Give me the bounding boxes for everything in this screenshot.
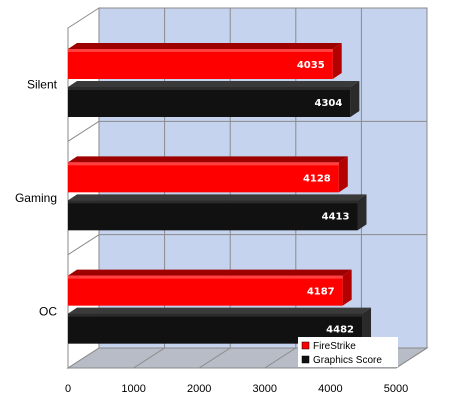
bar-highlight xyxy=(68,275,343,279)
data-label: 4187 xyxy=(307,287,335,298)
bars: 4035 4304 4128 4413 4187 4482 xyxy=(68,43,372,344)
category-separator xyxy=(67,234,100,256)
legend-box xyxy=(298,337,398,367)
y-category-label: Silent xyxy=(27,78,58,92)
bar-top-face xyxy=(68,307,372,314)
bar-top-face xyxy=(68,156,348,163)
x-tick-label: 4000 xyxy=(318,383,342,395)
bar-top-face xyxy=(68,194,367,201)
bar xyxy=(68,275,343,306)
gridline-floor xyxy=(133,347,165,369)
category-separator xyxy=(67,120,100,142)
x-tick-label: 5000 xyxy=(384,383,408,395)
bar-end-face xyxy=(332,43,342,79)
bar xyxy=(68,162,339,193)
y-category-label: Gaming xyxy=(15,191,57,205)
gridline-floor xyxy=(395,347,428,369)
axis-labels: 0 1000 2000 3000 4000 5000 Silent Gaming OC xyxy=(15,78,408,395)
bar-top-face xyxy=(68,269,352,276)
y-category-label: OC xyxy=(39,304,57,318)
data-label: 4413 xyxy=(322,211,350,222)
bar-end-face xyxy=(357,194,367,231)
bar-end-face xyxy=(350,81,360,117)
legend-swatch xyxy=(301,341,310,350)
x-tick-label: 2000 xyxy=(187,383,211,395)
bar-highlight xyxy=(68,87,351,90)
bar-top-face xyxy=(68,81,360,87)
data-label: 4128 xyxy=(303,173,331,184)
x-tick-label: 0 xyxy=(65,383,71,395)
bar-highlight xyxy=(68,200,358,204)
data-label: 4482 xyxy=(326,325,354,336)
bar-highlight xyxy=(68,313,363,317)
legend-label: Graphics Score xyxy=(313,355,382,366)
x-tick-label: 3000 xyxy=(253,383,277,395)
data-label: 4035 xyxy=(297,60,325,71)
data-label: 4304 xyxy=(314,98,342,109)
gridline-floor xyxy=(198,347,231,369)
bar-highlight xyxy=(68,162,339,166)
bar xyxy=(68,87,351,117)
bar-end-face xyxy=(342,269,352,306)
bar-top-face xyxy=(68,43,342,49)
bar-highlight xyxy=(68,49,333,52)
gridline-floor xyxy=(264,347,297,369)
legend-swatch xyxy=(301,355,310,364)
bar xyxy=(68,49,333,79)
bar xyxy=(68,200,358,231)
x-tick-label: 1000 xyxy=(121,383,145,395)
legend: FireStrike Graphics Score xyxy=(298,337,398,367)
legend-label: FireStrike xyxy=(313,341,356,352)
bar-end-face xyxy=(338,156,348,193)
bar-end-face xyxy=(362,307,372,344)
